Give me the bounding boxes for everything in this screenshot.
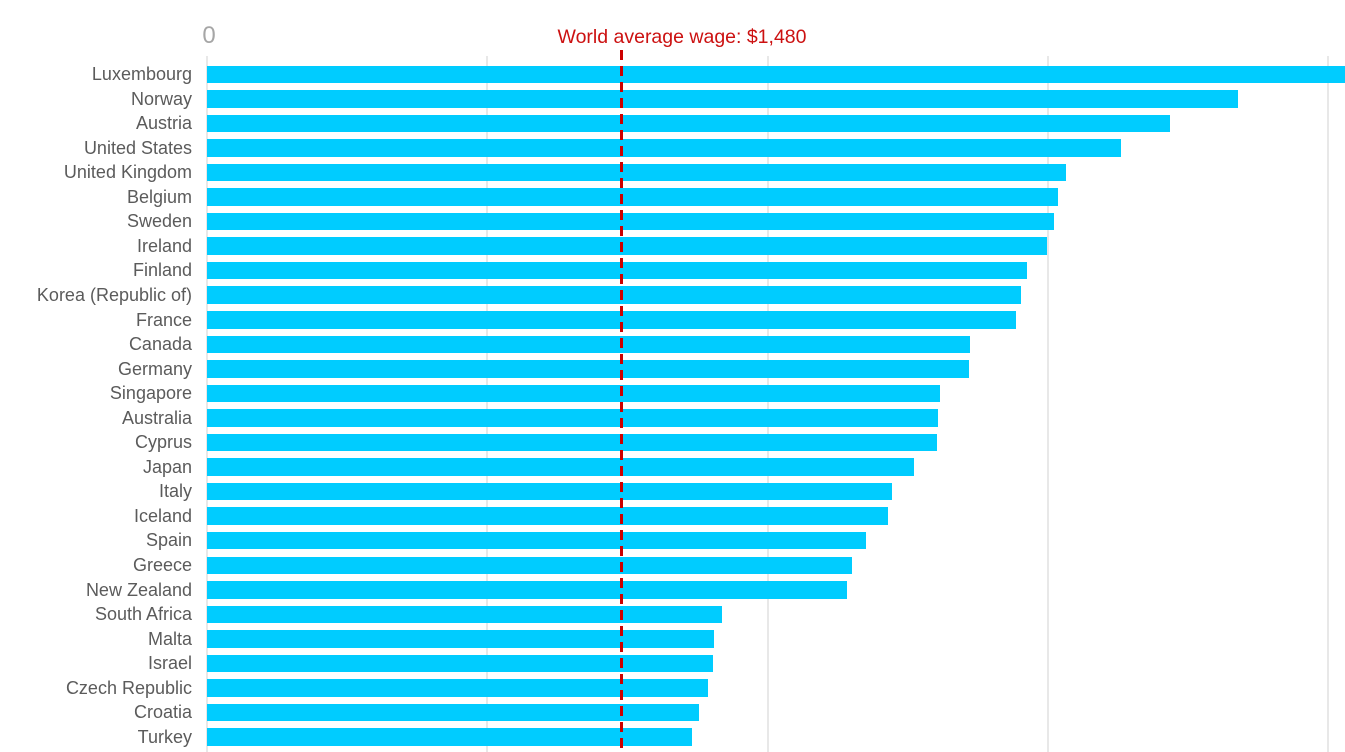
bar-finland bbox=[207, 261, 1027, 280]
country-label-japan: Japan bbox=[142, 456, 192, 477]
bar-iceland bbox=[207, 507, 889, 525]
country-label-austria: Austria bbox=[135, 113, 192, 134]
bar-singapore bbox=[207, 384, 941, 403]
country-label-italy: Italy bbox=[158, 481, 192, 502]
bar-row-belgium: Belgium bbox=[0, 185, 1345, 210]
bar-south-africa bbox=[207, 605, 723, 624]
bar-greece bbox=[207, 556, 852, 574]
bar-malta bbox=[207, 630, 714, 648]
country-label-luxembourg: Luxembourg bbox=[91, 64, 192, 84]
bar-row-australia: Australia bbox=[0, 406, 1345, 431]
bar-row-south-africa: South Africa bbox=[0, 602, 1345, 627]
bar-row-iceland: Iceland bbox=[0, 504, 1345, 529]
gridline-1000 bbox=[486, 56, 489, 752]
bar-norway bbox=[207, 90, 1238, 108]
country-label-singapore: Singapore bbox=[109, 383, 192, 404]
country-label-sweden: Sweden bbox=[126, 211, 192, 232]
gridline-4000 bbox=[1327, 56, 1329, 752]
bar-japan bbox=[207, 458, 914, 476]
bar-ireland bbox=[207, 237, 1047, 255]
bar-korea-republic-of bbox=[207, 286, 1021, 304]
bar-row-turkey: Turkey bbox=[0, 725, 1345, 750]
country-label-czech-republic: Czech Republic bbox=[65, 677, 192, 698]
bar-new-zealand bbox=[207, 581, 847, 599]
bar-belgium bbox=[207, 188, 1058, 206]
country-label-united-kingdom: United Kingdom bbox=[63, 162, 192, 183]
country-label-korea-republic-of: Korea (Republic of) bbox=[36, 284, 192, 305]
bar-row-finland: Finland bbox=[0, 258, 1345, 283]
gridline-3000 bbox=[1046, 56, 1049, 752]
bar-france bbox=[207, 311, 1016, 329]
country-label-cyprus: Cyprus bbox=[134, 432, 192, 453]
bar-row-spain: Spain bbox=[0, 528, 1345, 553]
bar-row-canada: Canada bbox=[0, 332, 1345, 357]
bar-row-malta: Malta bbox=[0, 627, 1345, 652]
bar-row-sweden: Sweden bbox=[0, 209, 1345, 234]
gridline-2000 bbox=[766, 56, 769, 752]
bar-israel bbox=[207, 654, 713, 673]
bar-row-united-kingdom: United Kingdom bbox=[0, 160, 1345, 185]
bar-row-united-states: United States bbox=[0, 136, 1345, 161]
bar-row-cyprus: Cyprus bbox=[0, 430, 1345, 455]
bar-row-ireland: Ireland bbox=[0, 234, 1345, 259]
country-label-greece: Greece bbox=[132, 555, 192, 575]
country-label-france: France bbox=[135, 309, 192, 330]
bar-canada bbox=[207, 335, 971, 354]
world-average-annotation-label: World average wage: $1,480 bbox=[557, 26, 807, 48]
x-axis-tick-zero: 0 bbox=[202, 22, 216, 49]
country-label-belgium: Belgium bbox=[126, 186, 192, 207]
bar-row-france: France bbox=[0, 308, 1345, 333]
country-label-germany: Germany bbox=[117, 358, 192, 379]
bar-row-norway: Norway bbox=[0, 87, 1345, 112]
bar-row-japan: Japan bbox=[0, 455, 1345, 480]
world-average-dashed-line bbox=[620, 50, 624, 752]
country-label-finland: Finland bbox=[132, 260, 192, 281]
bar-italy bbox=[207, 482, 893, 501]
country-label-iceland: Iceland bbox=[133, 505, 192, 526]
country-label-united-states: United States bbox=[83, 137, 192, 158]
country-label-norway: Norway bbox=[130, 88, 192, 109]
country-label-canada: Canada bbox=[128, 334, 192, 355]
bar-row-czech-republic: Czech Republic bbox=[0, 676, 1345, 701]
country-label-new-zealand: New Zealand bbox=[85, 579, 192, 600]
bar-row-korea-republic-of: Korea (Republic of) bbox=[0, 283, 1345, 308]
country-label-malta: Malta bbox=[147, 628, 192, 649]
bar-row-singapore: Singapore bbox=[0, 381, 1345, 406]
bar-luxembourg bbox=[207, 65, 1345, 83]
bar-germany bbox=[207, 360, 970, 378]
country-label-israel: Israel bbox=[147, 653, 192, 674]
country-label-south-africa: South Africa bbox=[94, 604, 192, 625]
bar-sweden bbox=[207, 212, 1055, 231]
country-label-ireland: Ireland bbox=[136, 235, 192, 256]
bar-row-new-zealand: New Zealand bbox=[0, 578, 1345, 603]
bar-row-germany: Germany bbox=[0, 357, 1345, 382]
bar-croatia bbox=[207, 703, 700, 722]
country-label-spain: Spain bbox=[145, 530, 192, 551]
bar-row-greece: Greece bbox=[0, 553, 1345, 578]
bar-united-kingdom bbox=[207, 163, 1066, 182]
bar-australia bbox=[207, 409, 939, 427]
bar-austria bbox=[207, 114, 1171, 133]
bar-cyprus bbox=[207, 433, 938, 452]
bar-row-israel: Israel bbox=[0, 651, 1345, 676]
bar-row-luxembourg: Luxembourg bbox=[0, 62, 1345, 87]
bar-row-italy: Italy bbox=[0, 479, 1345, 504]
country-label-australia: Australia bbox=[121, 407, 192, 428]
bar-united-states bbox=[207, 139, 1122, 157]
bar-row-croatia: Croatia bbox=[0, 700, 1345, 725]
country-label-croatia: Croatia bbox=[133, 702, 192, 723]
bar-czech-republic bbox=[207, 679, 708, 697]
bar-turkey bbox=[207, 728, 693, 746]
gridline-0 bbox=[206, 56, 208, 752]
country-label-turkey: Turkey bbox=[137, 726, 192, 747]
bar-row-austria: Austria bbox=[0, 111, 1345, 136]
bar-spain bbox=[207, 531, 867, 550]
